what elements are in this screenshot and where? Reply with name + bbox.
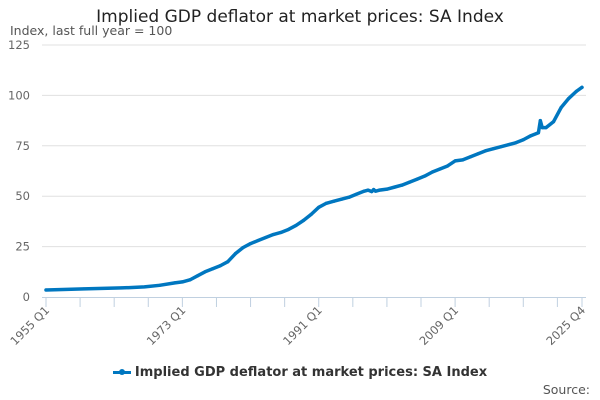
data-point (233, 252, 237, 256)
legend-line-marker-icon (112, 369, 131, 375)
y-tick-label: 50 (15, 189, 30, 203)
data-point (445, 164, 450, 168)
data-point (430, 170, 434, 174)
data-point (521, 138, 525, 142)
chart-title: Implied GDP deflator at market prices: S… (96, 7, 504, 27)
data-point (453, 159, 457, 163)
y-tick-label: 125 (8, 38, 30, 52)
data-point (301, 218, 306, 222)
x-tick-label: 1955 Q1 (7, 303, 52, 348)
data-point (248, 241, 253, 246)
data-point (324, 201, 328, 205)
data-point (180, 280, 184, 284)
data-point (211, 267, 215, 271)
legend-label: Implied GDP deflator at market prices: S… (134, 365, 488, 380)
data-point (377, 188, 381, 192)
data-point (339, 197, 344, 201)
data-point (264, 235, 268, 240)
x-tick-label: 2009 Q1 (416, 303, 461, 348)
data-point (559, 105, 563, 110)
data-point (226, 260, 230, 264)
data-point (385, 187, 389, 191)
x-tick-label: 2025 Q4 (543, 303, 588, 348)
x-tick-label: 1991 Q1 (280, 303, 325, 348)
data-point (567, 96, 571, 101)
y-tick-label: 75 (15, 139, 30, 153)
data-point (373, 189, 378, 193)
data-point (203, 270, 207, 274)
data-point (218, 264, 222, 268)
data-point (158, 283, 162, 287)
data-point (188, 278, 192, 282)
legend[interactable]: Implied GDP deflator at market prices: S… (0, 365, 600, 380)
data-point (82, 287, 86, 291)
data-point (506, 143, 510, 147)
data-point (392, 185, 397, 189)
data-point (400, 183, 404, 187)
data-point (461, 158, 465, 162)
data-point (173, 281, 177, 285)
data-point (317, 205, 321, 209)
data-point (370, 189, 374, 194)
y-tick-label: 25 (15, 240, 30, 254)
data-point (195, 274, 200, 278)
data-point (332, 199, 336, 203)
data-point (580, 85, 584, 89)
data-point (294, 223, 298, 228)
data-point (538, 119, 542, 123)
data-point (286, 227, 291, 232)
data-point (540, 126, 544, 130)
data-point (366, 188, 370, 192)
data-point (44, 288, 48, 292)
data-point (574, 89, 578, 93)
data-point (355, 192, 359, 196)
data-point (498, 145, 503, 149)
data-point (256, 238, 260, 243)
y-tick-label: 100 (8, 88, 30, 102)
source-label: Source: (542, 382, 590, 397)
data-point (536, 131, 541, 135)
data-point (483, 149, 488, 153)
data-point (438, 167, 442, 171)
data-point (423, 174, 427, 178)
data-point (491, 147, 495, 151)
data-point (476, 152, 480, 156)
data-point (347, 195, 351, 199)
data-point (468, 155, 472, 159)
data-point (551, 120, 556, 124)
data-point (415, 177, 419, 181)
chart-subtitle: Index, last full year = 100 (10, 23, 173, 38)
data-point (241, 246, 245, 250)
data-point (271, 232, 275, 237)
data-point (142, 285, 147, 289)
data-point (544, 126, 548, 130)
series-line (44, 85, 584, 292)
data-point (529, 134, 533, 138)
x-tick-label: 1973 Q1 (144, 303, 189, 348)
data-point (120, 286, 124, 290)
data-point (362, 189, 366, 193)
data-point (408, 180, 412, 184)
data-point (514, 141, 518, 145)
data-point (309, 212, 313, 216)
y-tick-label: 0 (23, 290, 30, 304)
data-point (279, 230, 283, 235)
